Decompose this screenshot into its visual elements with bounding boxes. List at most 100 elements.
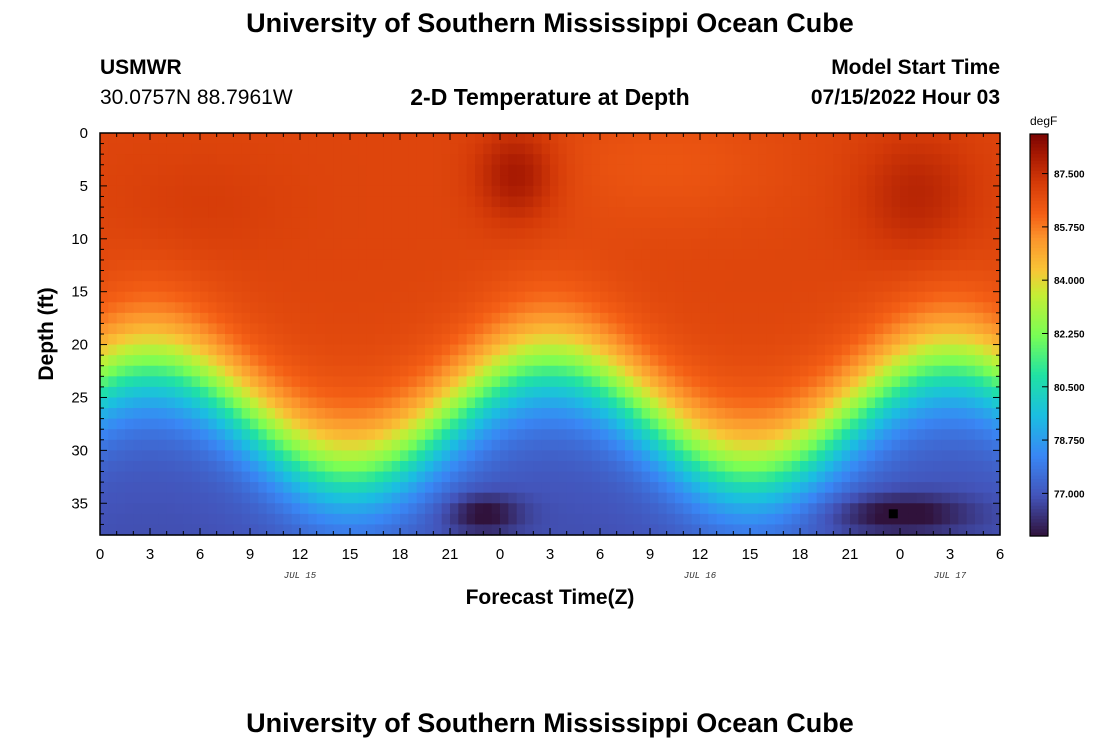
heatmap-cell <box>766 133 776 145</box>
heatmap-cell <box>633 196 643 208</box>
heatmap-cell <box>183 439 193 451</box>
heatmap-cell <box>308 291 318 303</box>
colorbar-segment <box>1030 187 1048 192</box>
heatmap-cell <box>533 217 543 229</box>
heatmap-cell <box>208 365 218 377</box>
heatmap-cell <box>491 376 501 388</box>
heatmap-cell <box>791 259 801 272</box>
heatmap-cell <box>841 460 851 473</box>
heatmap-cell <box>241 408 251 420</box>
heatmap-cell <box>425 143 434 155</box>
heatmap-cell <box>666 185 676 198</box>
heatmap-cell <box>275 450 284 462</box>
heatmap-cell <box>925 408 934 420</box>
heatmap-cell <box>216 355 226 367</box>
heatmap-cell <box>858 492 868 504</box>
heatmap-cell <box>908 408 918 420</box>
heatmap-cell <box>333 207 343 219</box>
heatmap-cell <box>800 217 809 229</box>
colorbar-segment <box>1030 268 1048 272</box>
heatmap-cell <box>425 334 434 346</box>
heatmap-cell <box>850 429 859 441</box>
heatmap-cell <box>791 439 801 451</box>
heatmap-cell <box>608 418 618 430</box>
heatmap-cell <box>208 344 218 356</box>
heatmap-cell <box>491 471 501 483</box>
heatmap-cell <box>850 312 859 325</box>
heatmap-cell <box>108 408 118 420</box>
heatmap-cell <box>891 439 901 451</box>
heatmap-cell <box>658 471 668 483</box>
heatmap-cell <box>566 154 576 166</box>
heatmap-cell <box>591 228 601 240</box>
heatmap-cell <box>450 355 459 367</box>
heatmap-cell <box>783 355 793 367</box>
heatmap-cell <box>191 217 201 229</box>
heatmap-cell <box>383 217 393 229</box>
heatmap-cell <box>483 323 493 335</box>
heatmap-cell <box>266 492 276 504</box>
heatmap-cell <box>141 471 151 483</box>
heatmap-cell <box>408 185 418 198</box>
colorbar-segment <box>1030 472 1048 477</box>
heatmap-cell <box>366 133 376 145</box>
heatmap-cell <box>458 482 468 494</box>
heatmap-cell <box>983 217 993 229</box>
heatmap-cell <box>391 397 401 409</box>
heatmap-cell <box>108 259 118 272</box>
heatmap-cell <box>983 418 993 430</box>
heatmap-cell <box>200 249 209 261</box>
heatmap-cell <box>491 185 501 198</box>
heatmap-cell <box>733 196 743 208</box>
heatmap-cell <box>683 249 693 261</box>
heatmap-cell <box>425 291 434 303</box>
heatmap-cell <box>258 365 268 377</box>
heatmap-cell <box>241 524 251 536</box>
colorbar-segment <box>1030 512 1048 517</box>
heatmap-cell <box>558 355 568 367</box>
heatmap-cell <box>425 386 434 399</box>
heatmap-cell <box>150 429 159 441</box>
heatmap-cell <box>500 185 509 198</box>
heatmap-cell <box>141 196 151 208</box>
heatmap-cell <box>441 482 451 494</box>
heatmap-cell <box>750 228 759 240</box>
heatmap-cell <box>758 429 768 441</box>
heatmap-cell <box>908 228 918 240</box>
heatmap-cell <box>741 133 751 145</box>
heatmap-cell <box>533 133 543 145</box>
heatmap-cell <box>950 270 959 282</box>
heatmap-cell <box>616 386 626 399</box>
heatmap-cell <box>750 408 759 420</box>
heatmap-cell <box>783 281 793 293</box>
heatmap-cell <box>466 376 476 388</box>
heatmap-cell <box>450 154 459 166</box>
heatmap-cell <box>466 397 476 409</box>
heatmap-cell <box>766 217 776 229</box>
colorbar-segment <box>1030 247 1048 252</box>
heatmap-cell <box>550 334 559 346</box>
heatmap-cell <box>775 450 784 462</box>
heatmap-cell <box>641 386 651 399</box>
heatmap-cell <box>450 249 459 261</box>
heatmap-cell <box>741 492 751 504</box>
colorbar-tick-label: 77.000 <box>1054 489 1085 500</box>
heatmap-cell <box>133 334 143 346</box>
heatmap-cell <box>516 439 526 451</box>
heatmap-cell <box>391 344 401 356</box>
heatmap-cell <box>175 143 184 155</box>
heatmap-cell <box>508 334 518 346</box>
heatmap-cell <box>958 397 968 409</box>
heatmap-cell <box>416 312 426 325</box>
heatmap-cell <box>850 154 859 166</box>
heatmap-cell <box>958 418 968 430</box>
colorbar-segment <box>1030 442 1048 447</box>
colorbar-segment <box>1030 137 1048 142</box>
heatmap-cell <box>433 207 443 219</box>
heatmap-cell <box>475 164 484 176</box>
heatmap-cell <box>100 460 109 473</box>
heatmap-cell <box>325 228 334 240</box>
heatmap-cell <box>600 439 609 451</box>
heatmap-cell <box>758 249 768 261</box>
heatmap-cell <box>658 270 668 282</box>
